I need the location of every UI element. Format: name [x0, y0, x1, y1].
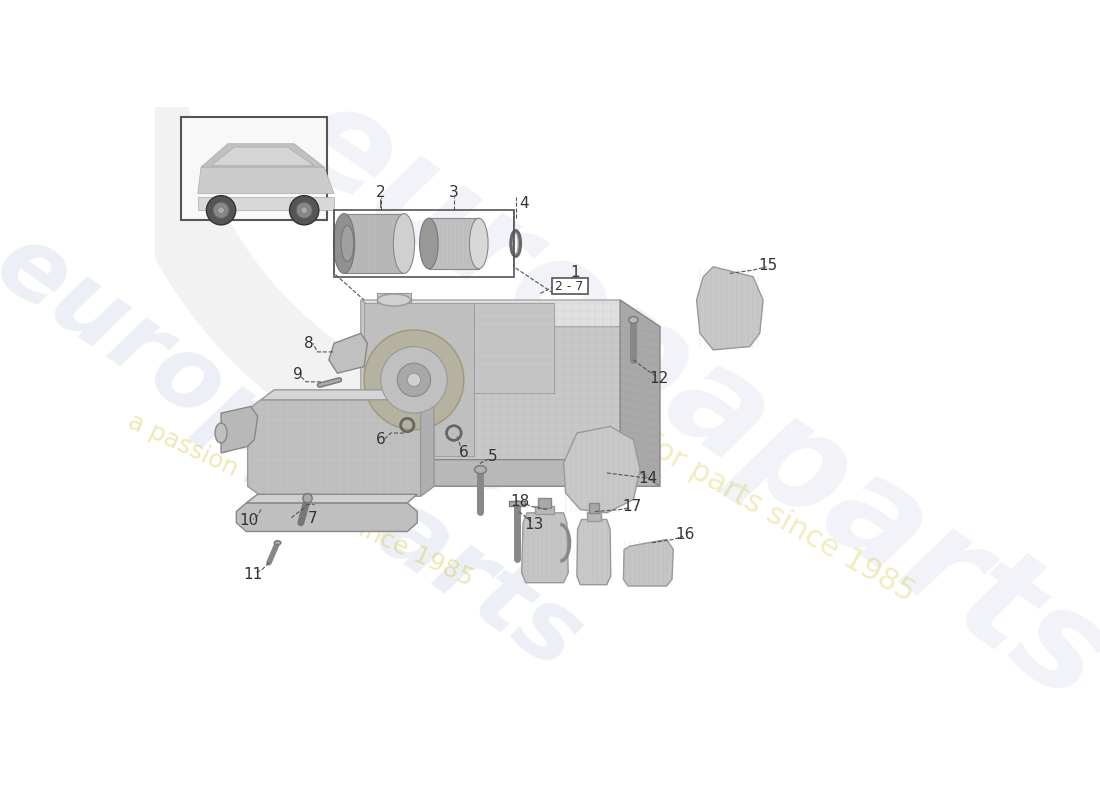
Ellipse shape: [394, 214, 415, 274]
Text: 7: 7: [307, 510, 317, 526]
Polygon shape: [624, 539, 673, 586]
Polygon shape: [586, 511, 602, 521]
Polygon shape: [474, 303, 553, 393]
Text: 15: 15: [758, 258, 778, 273]
Polygon shape: [221, 406, 257, 453]
Bar: [334, 210, 514, 277]
Ellipse shape: [341, 226, 354, 262]
Ellipse shape: [470, 218, 488, 269]
Text: 12: 12: [649, 371, 669, 386]
Text: 13: 13: [524, 518, 543, 532]
Circle shape: [362, 328, 465, 432]
Polygon shape: [361, 300, 400, 486]
Polygon shape: [361, 300, 660, 326]
Text: a passion for parts since 1985: a passion for parts since 1985: [124, 409, 477, 590]
Text: 6: 6: [376, 432, 385, 447]
Polygon shape: [620, 300, 660, 486]
Circle shape: [407, 373, 420, 386]
Polygon shape: [563, 426, 640, 513]
Ellipse shape: [629, 317, 638, 323]
Polygon shape: [588, 503, 600, 513]
Circle shape: [207, 196, 235, 225]
Polygon shape: [344, 214, 404, 274]
Polygon shape: [236, 503, 417, 531]
Ellipse shape: [333, 214, 354, 274]
Circle shape: [302, 494, 312, 503]
Text: 5: 5: [487, 449, 497, 464]
Ellipse shape: [419, 218, 438, 269]
Text: a passion for parts since 1985: a passion for parts since 1985: [506, 352, 920, 607]
FancyBboxPatch shape: [551, 278, 587, 294]
Polygon shape: [361, 460, 660, 486]
Polygon shape: [198, 197, 334, 210]
Text: 16: 16: [675, 527, 695, 542]
Polygon shape: [248, 400, 433, 496]
Bar: [182, 117, 328, 220]
Text: europaparts: europaparts: [0, 214, 598, 691]
Polygon shape: [576, 519, 610, 585]
Polygon shape: [509, 501, 525, 506]
Text: 8: 8: [304, 336, 313, 350]
Ellipse shape: [274, 541, 280, 545]
Text: 4: 4: [519, 196, 528, 211]
Text: 1: 1: [570, 265, 580, 279]
Text: 14: 14: [638, 470, 658, 486]
Text: 2 - 7: 2 - 7: [556, 279, 584, 293]
Polygon shape: [538, 498, 551, 507]
Text: 6: 6: [459, 446, 469, 461]
Polygon shape: [429, 218, 478, 269]
Circle shape: [301, 207, 308, 214]
Circle shape: [289, 196, 319, 225]
Circle shape: [213, 202, 229, 218]
Polygon shape: [201, 144, 324, 167]
Text: 17: 17: [623, 498, 641, 514]
Polygon shape: [198, 167, 334, 194]
Polygon shape: [535, 506, 553, 514]
Polygon shape: [261, 390, 433, 400]
Circle shape: [296, 202, 312, 218]
Polygon shape: [364, 303, 474, 456]
Polygon shape: [377, 294, 410, 303]
Polygon shape: [521, 513, 569, 582]
Polygon shape: [329, 334, 367, 373]
Text: 18: 18: [510, 494, 530, 509]
Text: 9: 9: [293, 367, 303, 382]
Polygon shape: [246, 494, 417, 503]
Circle shape: [218, 207, 224, 214]
Text: europaparts: europaparts: [267, 69, 1100, 730]
Circle shape: [397, 363, 430, 397]
Text: 3: 3: [449, 185, 459, 200]
Polygon shape: [420, 390, 433, 496]
Text: 2: 2: [376, 185, 385, 200]
Ellipse shape: [474, 466, 486, 474]
Polygon shape: [696, 266, 763, 350]
Ellipse shape: [216, 423, 227, 443]
Text: 10: 10: [240, 514, 258, 528]
Polygon shape: [361, 300, 620, 460]
Text: 11: 11: [243, 566, 263, 582]
Polygon shape: [211, 147, 315, 166]
Circle shape: [381, 346, 448, 413]
Ellipse shape: [377, 294, 410, 306]
Circle shape: [364, 330, 464, 430]
